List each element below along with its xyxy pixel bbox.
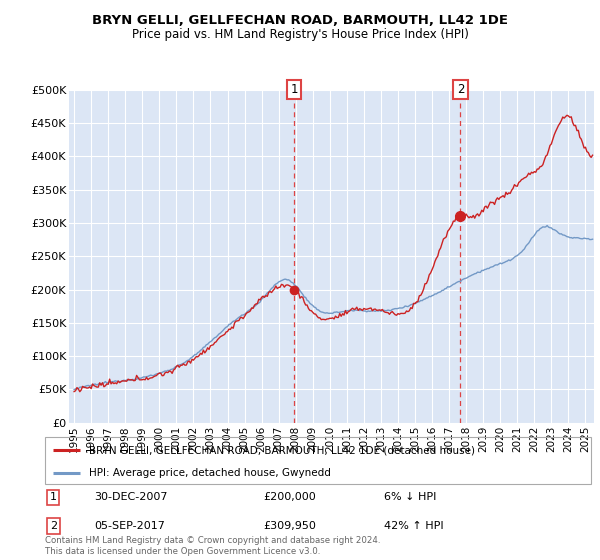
Text: 1: 1 <box>290 83 298 96</box>
Text: 2: 2 <box>457 83 464 96</box>
Text: Price paid vs. HM Land Registry's House Price Index (HPI): Price paid vs. HM Land Registry's House … <box>131 28 469 41</box>
Text: Contains HM Land Registry data © Crown copyright and database right 2024.
This d: Contains HM Land Registry data © Crown c… <box>45 536 380 556</box>
Text: 05-SEP-2017: 05-SEP-2017 <box>94 521 165 531</box>
Text: 1: 1 <box>50 492 56 502</box>
Text: 42% ↑ HPI: 42% ↑ HPI <box>383 521 443 531</box>
Text: HPI: Average price, detached house, Gwynedd: HPI: Average price, detached house, Gwyn… <box>89 468 331 478</box>
Text: £309,950: £309,950 <box>263 521 316 531</box>
Text: BRYN GELLI, GELLFECHAN ROAD, BARMOUTH, LL42 1DE: BRYN GELLI, GELLFECHAN ROAD, BARMOUTH, L… <box>92 14 508 27</box>
Text: 2: 2 <box>50 521 57 531</box>
Text: 6% ↓ HPI: 6% ↓ HPI <box>383 492 436 502</box>
Text: £200,000: £200,000 <box>263 492 316 502</box>
Text: 30-DEC-2007: 30-DEC-2007 <box>94 492 167 502</box>
Text: BRYN GELLI, GELLFECHAN ROAD, BARMOUTH, LL42 1DE (detached house): BRYN GELLI, GELLFECHAN ROAD, BARMOUTH, L… <box>89 445 475 455</box>
